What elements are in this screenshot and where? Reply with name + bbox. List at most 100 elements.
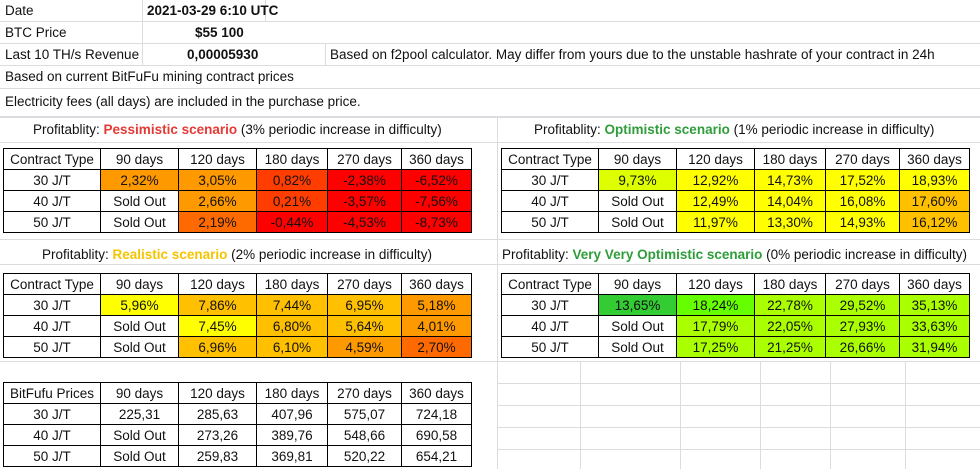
value-cell: 0,21% [256,190,328,212]
optimistic-title-suffix: (1% periodic increase in difficulty) [729,122,935,137]
value-cell: 22,05% [754,315,826,337]
contract-type-cell: 40 J/T [501,315,599,337]
table-row: 30 J/T 225,31 285,63 407,96 575,07 724,18 [3,403,472,425]
value-cell: 548,66 [327,424,402,446]
value-cell: 6,80% [256,315,328,337]
column-header: 180 days [754,148,826,170]
value-cell: 14,73% [754,169,826,191]
value-cell: -7,56% [401,190,472,212]
value-cell: 11,97% [676,211,755,233]
table-row: 40 J/T Sold Out 273,26 389,76 548,66 690,58 [3,424,472,446]
contract-type-cell: 40 J/T [3,315,101,337]
column-header: Contract Type [501,148,599,170]
column-header: 120 days [676,273,755,295]
contract-type-cell: 50 J/T [3,211,101,233]
value-cell: 26,66% [825,336,900,358]
value-cell: Sold Out [100,424,179,446]
table-row: 40 J/T Sold Out 17,79% 22,05% 27,93% 33,63% [501,315,970,337]
value-cell: 18,24% [676,294,755,316]
value-cell: -6,52% [401,169,472,191]
value-cell: 14,93% [825,211,900,233]
pessimistic-table: Contract Type 90 days 120 days 180 days 270 … [3,148,472,233]
column-header: 120 days [178,273,257,295]
value-cell: 273,26 [178,424,257,446]
value-cell: 369,81 [256,445,328,467]
value-cell: 12,49% [676,190,755,212]
column-header: 90 days [100,273,179,295]
value-cell: 407,96 [256,403,328,425]
value-cell: 0,82% [256,169,328,191]
value-cell: Sold Out [100,336,179,358]
very-optimistic-table: Contract Type 90 days 120 days 180 days 270 … [501,273,970,358]
electricity-note-row: Electricity fees (all days) are included… [0,89,980,117]
contract-type-cell: 30 J/T [501,169,599,191]
very-optimistic-scenario-name: Very Very Optimistic scenario [572,247,763,262]
value-cell: 2,66% [178,190,257,212]
contract-type-cell: 50 J/T [501,336,599,358]
table-header-row: Contract Type 90 days 120 days 180 days 270 … [3,148,472,170]
contract-type-cell: 50 J/T [501,211,599,233]
value-cell: 12,92% [676,169,755,191]
value-cell: Sold Out [598,190,677,212]
value-cell: 225,31 [100,403,179,425]
value-cell: Sold Out [598,315,677,337]
realistic-scenario-name: Realistic scenario [112,247,228,262]
table-row: 40 J/T Sold Out 12,49% 14,04% 16,08% 17,60% [501,190,970,212]
table-header-row: Contract Type 90 days 120 days 180 days 270 … [501,273,970,295]
contract-type-cell: 30 J/T [3,169,101,191]
value-cell: -4,53% [327,211,402,233]
column-header: 270 days [327,382,402,404]
value-cell: 724,18 [401,403,472,425]
column-header: 360 days [899,273,970,295]
realistic-title-suffix: (2% periodic increase in difficulty) [227,247,432,262]
very-optimistic-title: Profitablity: Very Very Optimistic scena… [502,244,967,266]
value-cell: 285,63 [178,403,257,425]
value-cell: 33,63% [899,315,970,337]
table-row: 30 J/T 2,32% 3,05% 0,82% -2,38% -6,52% [3,169,472,191]
table-header-row: Contract Type 90 days 120 days 180 days 270 … [3,273,472,295]
column-header: 90 days [100,148,179,170]
value-cell: 5,64% [327,315,402,337]
value-cell: -8,73% [401,211,472,233]
value-cell: 259,83 [178,445,257,467]
value-cell: 13,30% [754,211,826,233]
column-header: 270 days [825,273,900,295]
contract-type-cell: 40 J/T [3,190,101,212]
value-cell: 7,44% [256,294,328,316]
value-cell: 690,58 [401,424,472,446]
value-cell: 4,01% [401,315,472,337]
value-cell: 5,96% [100,294,179,316]
column-header: 90 days [598,148,677,170]
value-cell: 389,76 [256,424,328,446]
contract-type-cell: 40 J/T [3,424,101,446]
table-row: 30 J/T 9,73% 12,92% 14,73% 17,52% 18,93% [501,169,970,191]
contract-note-row: Based on current BitFuFu mining contract… [0,66,980,89]
value-cell: 29,52% [825,294,900,316]
pessimistic-title-prefix: Profitablity: [33,122,104,137]
value-cell: 22,78% [754,294,826,316]
value-cell: 4,59% [327,336,402,358]
value-cell: 17,79% [676,315,755,337]
date-value: 2021-03-29 6:10 UTC [147,3,279,18]
info-header: Date 2021-03-29 6:10 UTC BTC Price $55 1… [0,0,980,117]
value-cell: -0,44% [256,211,328,233]
contract-type-cell: 50 J/T [3,336,101,358]
table-row: 50 J/T Sold Out 2,19% -0,44% -4,53% -8,73% [3,211,472,233]
pessimistic-title-suffix: (3% periodic increase in difficulty) [237,122,442,137]
column-header: 360 days [401,148,472,170]
value-cell: 6,10% [256,336,328,358]
table-row: 40 J/T Sold Out 2,66% 0,21% -3,57% -7,56% [3,190,472,212]
column-header: Contract Type [3,273,101,295]
revenue-note: Based on f2pool calculator. May differ f… [330,47,935,62]
value-cell: Sold Out [100,211,179,233]
column-header: 90 days [100,382,179,404]
value-cell: 7,86% [178,294,257,316]
column-header: 90 days [598,273,677,295]
table-row: 50 J/T Sold Out 259,83 369,81 520,22 654,21 [3,445,472,467]
table-row: 30 J/T 13,65% 18,24% 22,78% 29,52% 35,13% [501,294,970,316]
pessimistic-title: Profitablity: Pessimistic scenario (3% p… [33,119,442,141]
pessimistic-scenario-name: Pessimistic scenario [103,122,238,137]
value-cell: -2,38% [327,169,402,191]
value-cell: 9,73% [598,169,677,191]
optimistic-scenario-name: Optimistic scenario [604,122,730,137]
